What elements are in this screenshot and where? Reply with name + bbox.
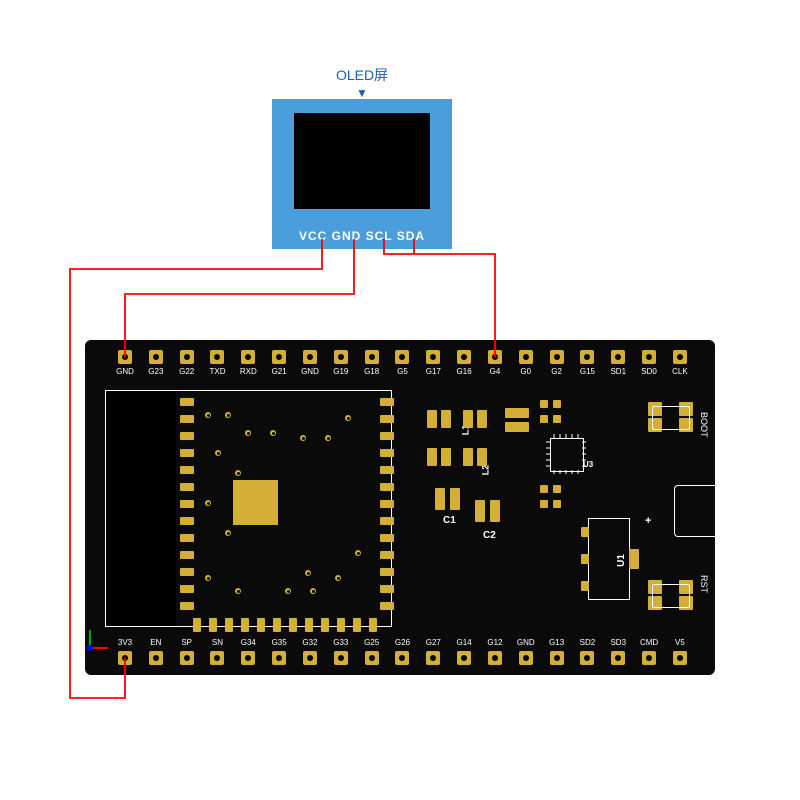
antenna-area [106,391,176,626]
passive-pad [553,400,561,408]
pin-gnd: GND [295,350,325,376]
pcb-board: GNDG23G22TXDRXDG21GNDG19G18G5G17G16G4G0G… [85,340,715,675]
passive-pad [477,448,487,466]
pin-g19: G19 [326,350,356,376]
pin-g27: G27 [418,639,448,665]
pin-sd0: SD0 [634,350,664,376]
pin-row-bottom: 3V3ENSPSNG34G35G32G33G25G26G27G14G12GNDG… [110,639,695,665]
pin-g16: G16 [449,350,479,376]
inductor-l2-label: L2 [480,465,490,476]
pin-g26: G26 [387,639,417,665]
pin-g2: G2 [542,350,572,376]
pin-g25: G25 [357,639,387,665]
chip-u3-label: U3 [583,460,593,469]
passive-pad [463,410,473,428]
passive-pad [540,415,548,423]
pin-g4: G4 [480,350,510,376]
rst-label: RST [699,575,709,593]
pin-g23: G23 [141,350,171,376]
boot-label: BOOT [699,412,709,438]
pin-v5: V5 [665,639,695,665]
boot-button-pads [648,402,693,432]
oled-arrow-icon: ▼ [272,89,452,97]
pin-3v3: 3V3 [110,639,140,665]
pin-g0: G0 [511,350,541,376]
pin-en: EN [141,639,171,665]
passive-pad [477,410,487,428]
pin-g22: G22 [172,350,202,376]
oled-module: VCC GND SCL SDA [272,99,452,249]
mcu-chip-pad [233,480,278,525]
pin-g15: G15 [572,350,602,376]
cap-pad [450,488,460,510]
pin-gnd: GND [110,350,140,376]
pin-g32: G32 [295,639,325,665]
cap-pad [475,500,485,522]
plus-label: + [645,515,651,527]
rst-button-pads [648,580,693,610]
pin-sn: SN [202,639,232,665]
cap-c2-label: C2 [483,530,496,541]
cap-pad [435,488,445,510]
usb-connector-outline [674,485,715,537]
passive-pad [427,410,437,428]
passive-pad [441,448,451,466]
pin-cmd: CMD [634,639,664,665]
pin-sd1: SD1 [603,350,633,376]
oled-title: OLED屏 [272,65,452,85]
pin-sp: SP [172,639,202,665]
pin-gnd: GND [511,639,541,665]
passive-pad [463,448,473,466]
pin-g12: G12 [480,639,510,665]
pin-clk: CLK [665,350,695,376]
pin-txd: TXD [202,350,232,376]
passive-pad [505,408,529,418]
passive-pad [553,415,561,423]
pin-g21: G21 [264,350,294,376]
pin-row-top: GNDG23G22TXDRXDG21GNDG19G18G5G17G16G4G0G… [110,350,695,376]
pin-g35: G35 [264,639,294,665]
passive-pad [505,422,529,432]
passive-pad [540,400,548,408]
pin-g18: G18 [357,350,387,376]
pin-sd3: SD3 [603,639,633,665]
oled-module-block: OLED屏 ▼ VCC GND SCL SDA [272,65,452,249]
pin-rxd: RXD [233,350,263,376]
pin-g14: G14 [449,639,479,665]
cap-c1-label: C1 [443,515,456,526]
passive-pad [553,485,561,493]
pin-g5: G5 [387,350,417,376]
pin-g13: G13 [542,639,572,665]
passive-pad [427,448,437,466]
u1-regulator [588,518,630,600]
passive-pad [441,410,451,428]
u3-chip [550,438,584,472]
passive-pad [540,485,548,493]
pin-sd2: SD2 [572,639,602,665]
pin-g34: G34 [233,639,263,665]
passive-pad [553,500,561,508]
pin-g17: G17 [418,350,448,376]
pin-g33: G33 [326,639,356,665]
passive-pad [540,500,548,508]
cap-pad [490,500,500,522]
oled-pin-labels: VCC GND SCL SDA [272,229,452,243]
oled-screen [294,113,430,209]
